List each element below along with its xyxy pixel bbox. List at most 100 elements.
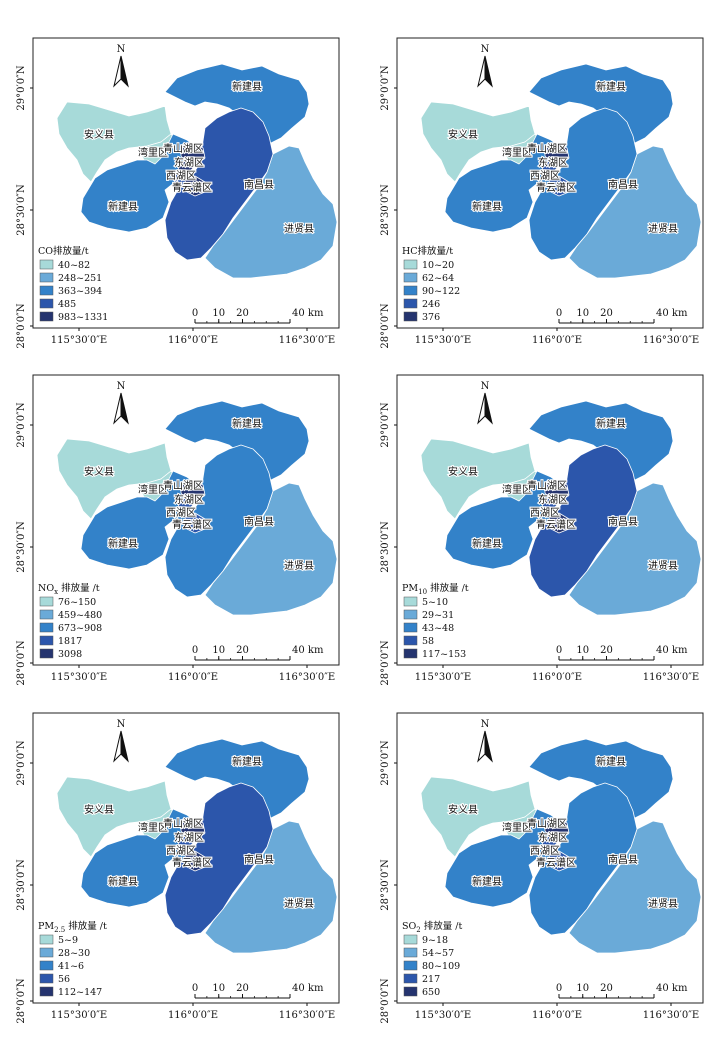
lat-tick-label: 29°0′0″N — [380, 402, 391, 447]
region-label-wanli: 湾里区 — [502, 146, 532, 159]
scale-tick-label: 40 km — [656, 308, 688, 319]
region-label-qingyunpu: 青云谱区 — [536, 856, 576, 869]
region-label-donghu: 东湖区 — [538, 493, 568, 506]
legend-swatch — [39, 960, 54, 971]
legend-swatch — [403, 285, 418, 296]
legend-item: 10~20 — [422, 260, 454, 271]
legend-item: 56 — [58, 974, 70, 985]
scale-tick-label: 40 km — [656, 983, 688, 994]
north-arrow-icon: N — [477, 719, 493, 763]
legend: PM2.5 排放量 /t5~9 28~30 41~6 56 112~147 — [38, 920, 107, 998]
region-label-nanchang: 南昌县 — [244, 515, 274, 528]
map-panel-5: 安义县湾里区青山湖区东湖区西湖区青云谱区新建县新建县南昌县进贤县N29°0′0″… — [16, 712, 340, 1024]
lon-tick-label: 116°0′0″E — [168, 335, 218, 346]
region-label-jinxian: 进贤县 — [648, 223, 678, 235]
north-label: N — [481, 44, 490, 55]
region-jinxian — [204, 482, 338, 616]
region-label-qingyunpu: 青云谱区 — [172, 856, 212, 869]
lon-tick-label: 115°30′0″E — [51, 335, 107, 346]
region-label-qingshanhu: 青山湖区 — [163, 479, 203, 492]
region-label-nanchang: 南昌县 — [244, 178, 274, 191]
region-donghu — [540, 834, 558, 850]
region-label-xihu: 西湖区 — [166, 507, 196, 519]
legend-swatch — [403, 311, 418, 322]
region-label-xinjian_s: 新建县 — [108, 200, 138, 213]
lat-tick-label: 28°0′0″N — [16, 978, 27, 1023]
scale-tick-label: 0 — [192, 308, 198, 319]
legend-swatch — [403, 648, 418, 659]
legend-swatch — [403, 596, 418, 607]
legend-item: 112~147 — [58, 987, 102, 998]
scale-bar: 0 10 20 40 km — [556, 308, 688, 324]
region-label-xinjian_s: 新建县 — [108, 875, 138, 888]
region-label-anyi: 安义县 — [84, 128, 114, 141]
scale-tick-label: 40 km — [292, 308, 324, 319]
north-arrow-icon: N — [113, 381, 129, 425]
region-anyi — [420, 776, 536, 858]
region-label-anyi: 安义县 — [448, 128, 478, 141]
region-label-jinxian: 进贤县 — [648, 898, 678, 910]
legend-swatch — [403, 259, 418, 270]
region-label-qingshanhu: 青山湖区 — [163, 817, 203, 830]
region-donghu — [176, 834, 194, 850]
legend: CO排放量/t 40~82 248~251 363~394 485 983~1331 — [38, 245, 108, 323]
scale-tick-label: 0 — [556, 645, 562, 656]
region-qingyunpu — [548, 175, 570, 197]
lat-tick-label: 28°30′0″N — [380, 521, 391, 573]
legend-swatch — [39, 596, 54, 607]
region-label-qingyunpu: 青云谱区 — [536, 518, 576, 531]
north-label: N — [481, 719, 490, 730]
lon-tick-label: 116°30′0″E — [643, 1010, 699, 1021]
region-label-xihu: 西湖区 — [530, 507, 560, 519]
scale-tick-label: 10 — [576, 645, 589, 656]
scale-tick-label: 10 — [212, 645, 225, 656]
lat-tick-label: 28°0′0″N — [16, 640, 27, 685]
scale-tick-label: 10 — [212, 983, 225, 994]
region-label-anyi: 安义县 — [448, 803, 478, 816]
map-panel-2: 安义县湾里区青山湖区东湖区西湖区青云谱区新建县新建县南昌县进贤县N29°0′0″… — [380, 37, 704, 349]
scale-tick-label: 0 — [192, 983, 198, 994]
region-label-nanchang: 南昌县 — [608, 853, 638, 866]
lon-tick-label: 115°30′0″E — [51, 672, 107, 683]
region-label-wanli: 湾里区 — [502, 821, 532, 834]
region-qingyunpu — [184, 512, 206, 534]
region-label-xihu: 西湖区 — [530, 845, 560, 857]
scale-tick-label: 0 — [192, 645, 198, 656]
lat-tick-label: 29°0′0″N — [16, 65, 27, 110]
map-panel-4: 安义县湾里区青山湖区东湖区西湖区青云谱区新建县新建县南昌县进贤县N29°0′0″… — [380, 374, 704, 686]
legend-item: 217 — [422, 974, 440, 985]
region-label-jinxian: 进贤县 — [284, 223, 314, 235]
region-jinxian — [568, 482, 702, 616]
lon-tick-label: 116°0′0″E — [532, 1010, 582, 1021]
region-qingshanhu — [544, 143, 570, 165]
region-label-xinjian_s: 新建县 — [472, 875, 502, 888]
lat-tick-label: 28°0′0″N — [380, 640, 391, 685]
scale-tick-label: 40 km — [292, 645, 324, 656]
region-nanchang — [528, 782, 638, 936]
north-arrow-icon: N — [113, 719, 129, 763]
legend-title: NOx 排放量 /t — [38, 582, 100, 596]
region-label-xinjian_s: 新建县 — [108, 537, 138, 550]
region-label-xinjian_s: 新建县 — [472, 537, 502, 550]
legend-title: HC排放量/t — [402, 245, 453, 257]
lon-tick-label: 116°30′0″E — [643, 672, 699, 683]
legend: PM10 排放量 /t5~10 29~31 43~48 58 117~153 — [402, 582, 469, 660]
legend-item: 485 — [58, 299, 76, 310]
map-panel-6: 安义县湾里区青山湖区东湖区西湖区青云谱区新建县新建县南昌县进贤县N29°0′0″… — [380, 712, 704, 1024]
region-nanchang — [528, 444, 638, 598]
region-label-xihu: 西湖区 — [166, 170, 196, 182]
legend-item: 43~48 — [422, 623, 454, 634]
region-anyi — [420, 438, 536, 520]
region-label-xihu: 西湖区 — [166, 845, 196, 857]
legend-swatch — [39, 973, 54, 984]
legend-item: 3098 — [58, 649, 82, 660]
legend-item: 5~9 — [58, 935, 78, 946]
region-label-qingshanhu: 青山湖区 — [527, 142, 567, 155]
region-label-xinjian_n: 新建县 — [232, 80, 262, 93]
north-arrow-icon: N — [477, 44, 493, 88]
legend-title: CO排放量/t — [38, 245, 89, 257]
scale-tick-label: 20 — [236, 308, 249, 319]
